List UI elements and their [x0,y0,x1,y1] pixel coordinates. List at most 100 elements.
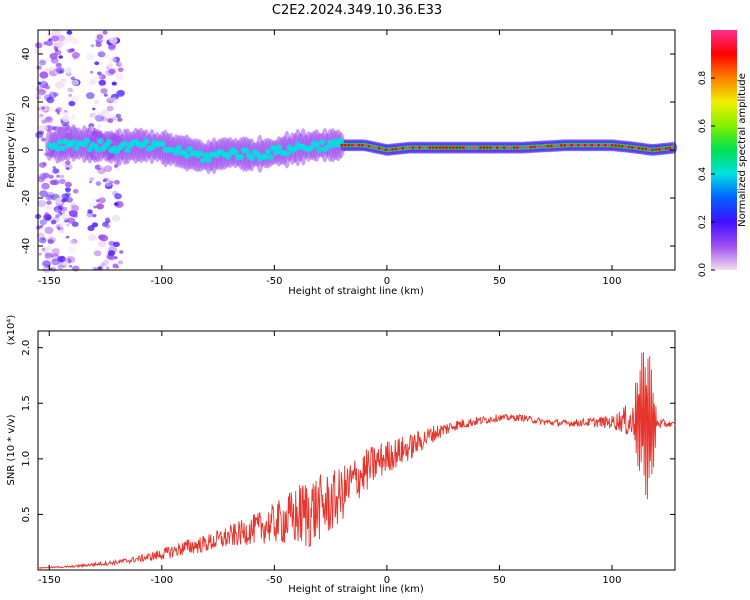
spectrogram-speckle [117,67,124,72]
spectrogram-band-core [381,147,384,151]
spectrogram-band-core [485,146,489,149]
spectrogram-speckle [37,176,46,183]
spectrogram-band-mid [248,155,255,162]
spectrogram-speckle [39,60,47,66]
spectrogram-band-mid [283,150,291,157]
spectrogram-speckle [67,246,77,253]
spectrogram-speckle [100,260,109,268]
spectrogram-speckle [94,114,104,122]
spectrogram-band-core [624,145,627,148]
spectrogram-band-mid [237,153,245,160]
spectrogram-band-core [536,145,540,148]
colorbar-tick-label: 0.4 [698,167,708,182]
spectrogram-speckle [69,239,76,245]
spectrogram-band-core [411,146,415,149]
spectrogram-band-core [398,147,401,150]
spectrogram-speckle [72,55,78,60]
spectrogram-band-core [506,146,509,149]
spectrogram-band-core [577,144,580,147]
spectrogram-speckle [39,113,44,118]
spectrogram-speckle [44,245,52,252]
x-tick-label: 100 [602,575,621,586]
spectrogram-speckle [114,167,120,172]
spectrogram-speckle [58,55,63,59]
spectrogram-speckle [35,104,44,111]
spectrogram-speckle [50,266,57,272]
spectrogram-band-core [414,146,418,149]
spectrogram-speckle [51,248,60,255]
spectrogram-speckle [67,217,76,224]
spectrogram-band-mid [243,147,250,154]
spectrogram-speckle [37,200,47,208]
spectrogram-speckle [114,193,122,200]
spectrogram-speckle [100,88,108,94]
spectrogram-speckle [57,264,64,270]
spectrogram-band-core [421,146,425,149]
spectrogram-speckle [111,214,121,222]
spectrogram-x-ticks: -150 -100 -50 0 50 100 [38,30,622,287]
spectrogram-speckle [42,162,47,166]
spectrogram-speckle [66,223,70,227]
spectrogram-speckle [40,78,46,82]
spectrogram-speckle [98,79,107,86]
spectrogram-speckle [105,69,115,76]
spectrogram-band-core [583,144,587,147]
spectrogram-band-mid [73,145,80,151]
spectrogram-speckle [41,119,47,124]
spectrogram-speckle [64,181,72,188]
spectrogram-marks [34,29,678,273]
spectrogram-band-core [455,146,459,149]
x-tick-label: -50 [266,575,282,586]
y-tick-label: 1.0 [21,451,32,467]
spectrogram-speckle [37,89,46,96]
spectrogram-speckle [49,179,57,186]
spectrogram-band-core [519,146,523,149]
spectrogram-band-core [526,146,529,149]
spectrogram-band-core [445,146,448,149]
spectrogram-speckle [117,260,124,265]
spectrogram-speckle [91,198,96,202]
spectrogram-speckle [103,165,113,173]
spectrogram-band-core [620,145,624,148]
y-tick-label: -20 [21,190,32,206]
spectrogram-band-core [340,144,344,147]
spectrogram-speckle [92,107,96,111]
spectrogram-speckle [47,236,57,244]
spectrogram-band-core [573,144,577,147]
spectrogram-speckle [117,117,123,122]
spectrogram-speckle [97,124,102,128]
spectrogram-speckle [61,115,70,123]
spectrogram-band-core [469,146,472,149]
spectrogram-speckle [85,52,95,60]
spectrogram-speckle [64,163,73,171]
spectrogram-band-mid [143,138,150,145]
spectrogram-band-core [442,146,445,149]
x-tick-label: 0 [384,575,390,586]
spectrogram-speckle [63,261,70,268]
y-tick-label: 0 [21,147,32,153]
snr-y-ticks: 0.5 1.0 1.5 2.0 [21,340,675,522]
spectrogram-speckle [92,112,97,117]
spectrogram-band-core [435,146,438,149]
spectrogram-speckle [114,200,124,208]
colorbar-ticks: 0.0 0.2 0.4 0.6 0.8 [698,71,715,277]
spectrogram-speckle [108,254,116,261]
spectrogram-speckle [103,54,110,59]
spectrogram-band-mid [337,137,345,144]
spectrogram-speckle [36,225,41,230]
spectrogram-speckle [37,81,42,85]
spectrogram-speckle [44,116,54,124]
spectrogram-speckle [54,67,59,72]
spectrogram-band-mid [124,147,131,154]
spectrogram-panel: -150 -100 -50 0 50 100 -40 -20 0 20 40 Height of … [6,29,678,297]
spectrogram-speckle [88,79,97,86]
spectrogram-speckle [39,124,48,132]
spectrogram-speckle [52,29,61,37]
x-tick-label: -100 [150,276,173,287]
spectrogram-speckle [118,62,123,66]
spectrogram-band-core [533,145,536,149]
spectrogram-band-core [377,147,381,150]
spectrogram-speckle [41,137,46,142]
spectrogram-band-mid [59,145,66,152]
